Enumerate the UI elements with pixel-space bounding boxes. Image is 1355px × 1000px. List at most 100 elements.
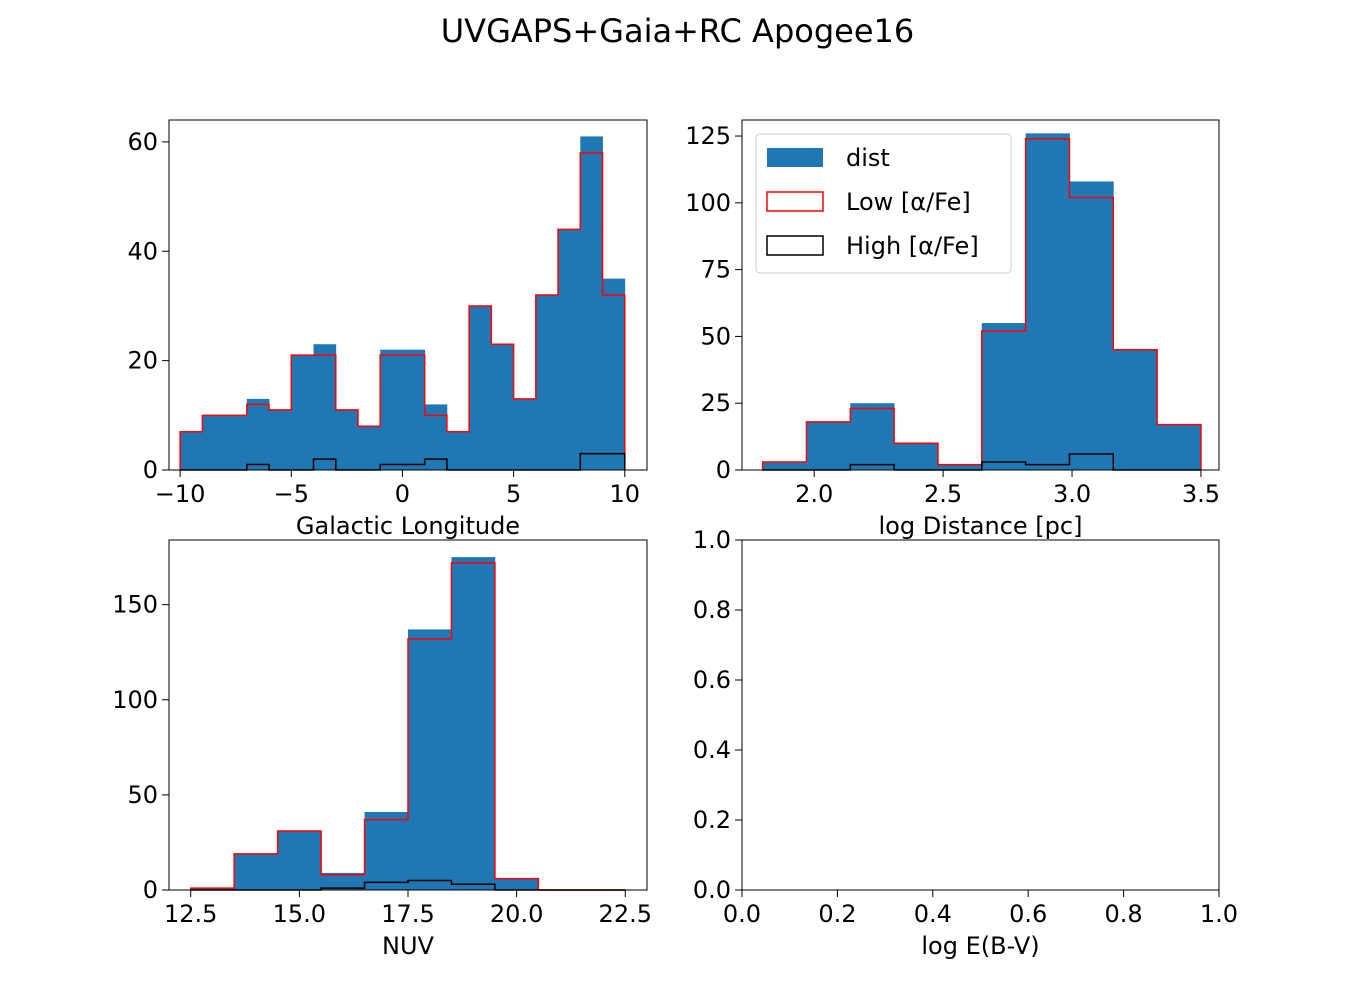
x-tick-label: 5: [506, 480, 521, 508]
panel-log-ebv: 0.0 0.2 0.4 0.6 0.8 1.0 0.0 0.2 0.4 0.6 0.8 1.0 log …: [693, 526, 1238, 960]
y-tick-label: 25: [700, 389, 731, 417]
bar: [806, 421, 851, 470]
bar: [190, 888, 235, 890]
legend-frame: [755, 133, 1012, 274]
legend: dist Low [α/Fe] High [α/Fe]: [755, 133, 1012, 274]
bar: [291, 355, 314, 470]
y-tick-label: 1.0: [693, 526, 731, 554]
bar: [234, 853, 279, 890]
x-tick-label: 0.2: [818, 900, 856, 928]
y-tick-label: 150: [112, 591, 158, 619]
y-tick-label: 20: [127, 347, 158, 375]
bar: [202, 415, 225, 470]
figure-title: UVGAPS+Gaia+RC Apogee16: [440, 12, 915, 50]
panel-log-distance: 2.0 2.5 3.0 3.5 0 25 50 75 100 125 log Distance [p…: [685, 119, 1220, 540]
step-line-low: [761, 137, 1202, 470]
bar: [491, 344, 515, 470]
panel-galactic-longitude: −10 −5 0 5 10 0 20 40 60 Galactic Longitude: [127, 119, 648, 540]
x-axis-label: log E(B-V): [921, 932, 1039, 960]
y-tick-label: 0: [143, 456, 158, 484]
bar: [180, 431, 203, 470]
bar: [513, 398, 537, 470]
series-low: [189, 562, 626, 891]
bar: [580, 136, 603, 470]
step-line-high: [762, 453, 1201, 471]
y-tick-label: 60: [127, 128, 158, 156]
panel-nuv: 12.5 15.0 17.5 20.0 22.5 0 50 100 150 NUV: [112, 539, 652, 960]
step-line-low: [179, 152, 626, 470]
bar: [558, 229, 581, 470]
bar: [424, 404, 448, 470]
y-tick-label: 75: [700, 256, 731, 284]
bar: [1025, 133, 1070, 471]
x-tick-label: 0.0: [723, 900, 761, 928]
x-tick-label: 12.5: [164, 900, 217, 928]
y-tick-label: 0: [716, 456, 731, 484]
y-tick-label: 100: [685, 189, 731, 217]
axes-frame: [168, 119, 648, 471]
legend-label-high: High [α/Fe]: [846, 232, 979, 260]
y-tick-label: 0.0: [693, 876, 731, 904]
x-tick-label: 0.4: [914, 900, 952, 928]
y-tick-label: 125: [685, 122, 731, 150]
bar: [246, 398, 270, 470]
bar: [269, 409, 292, 470]
y-tick-label: 0.6: [693, 666, 731, 694]
bar: [402, 349, 426, 470]
axes-frame: [741, 119, 1220, 471]
bar: [364, 812, 409, 890]
bar: [321, 872, 365, 890]
bar: [602, 278, 626, 470]
x-axis-label: Galactic Longitude: [296, 512, 520, 540]
step-line-low: [189, 562, 626, 891]
x-tick-label: 22.5: [599, 900, 652, 928]
x-tick-label: −10: [155, 480, 206, 508]
bar: [535, 295, 559, 470]
bar: [335, 409, 359, 470]
series-high: [762, 453, 1201, 471]
x-tick-label: 1.0: [1200, 900, 1238, 928]
x-tick-label: 2.5: [924, 480, 962, 508]
bar: [981, 323, 1027, 470]
x-tick-label: 0.6: [1009, 900, 1047, 928]
bar: [494, 878, 539, 890]
bar: [357, 426, 381, 470]
series-dist: [190, 557, 539, 890]
x-tick-label: 20.0: [490, 900, 543, 928]
bar: [850, 403, 895, 470]
bar: [451, 557, 496, 890]
x-tick-label: 17.5: [381, 900, 434, 928]
bar: [762, 461, 807, 470]
bar: [277, 831, 322, 890]
y-tick-label: 50: [700, 322, 731, 350]
series-low: [761, 137, 1202, 470]
legend-swatch-low: [766, 191, 824, 212]
x-tick-label: 2.0: [795, 480, 833, 508]
series-dist: [180, 136, 626, 470]
legend-label-low: Low [α/Fe]: [846, 188, 971, 216]
bar: [313, 344, 337, 470]
bar: [380, 349, 403, 470]
y-tick-label: 40: [127, 237, 158, 265]
bar: [1157, 424, 1202, 470]
x-tick-label: 0.8: [1105, 900, 1143, 928]
bar: [469, 305, 492, 470]
x-axis-label: log Distance [pc]: [879, 512, 1083, 540]
y-tick-label: 0: [143, 876, 158, 904]
x-tick-label: 3.5: [1182, 480, 1220, 508]
legend-label-dist: dist: [846, 144, 890, 172]
bar: [1113, 349, 1158, 470]
legend-swatch-dist: [767, 148, 823, 167]
bar: [1069, 181, 1114, 470]
axes-frame: [741, 539, 1220, 891]
bar: [224, 415, 248, 470]
series-low: [179, 152, 626, 470]
y-tick-label: 100: [112, 686, 158, 714]
bar: [894, 443, 939, 470]
bar: [408, 629, 452, 890]
y-tick-label: 50: [127, 781, 158, 809]
y-tick-label: 0.4: [693, 736, 731, 764]
y-tick-label: 0.2: [693, 806, 731, 834]
x-tick-label: 10: [609, 480, 640, 508]
